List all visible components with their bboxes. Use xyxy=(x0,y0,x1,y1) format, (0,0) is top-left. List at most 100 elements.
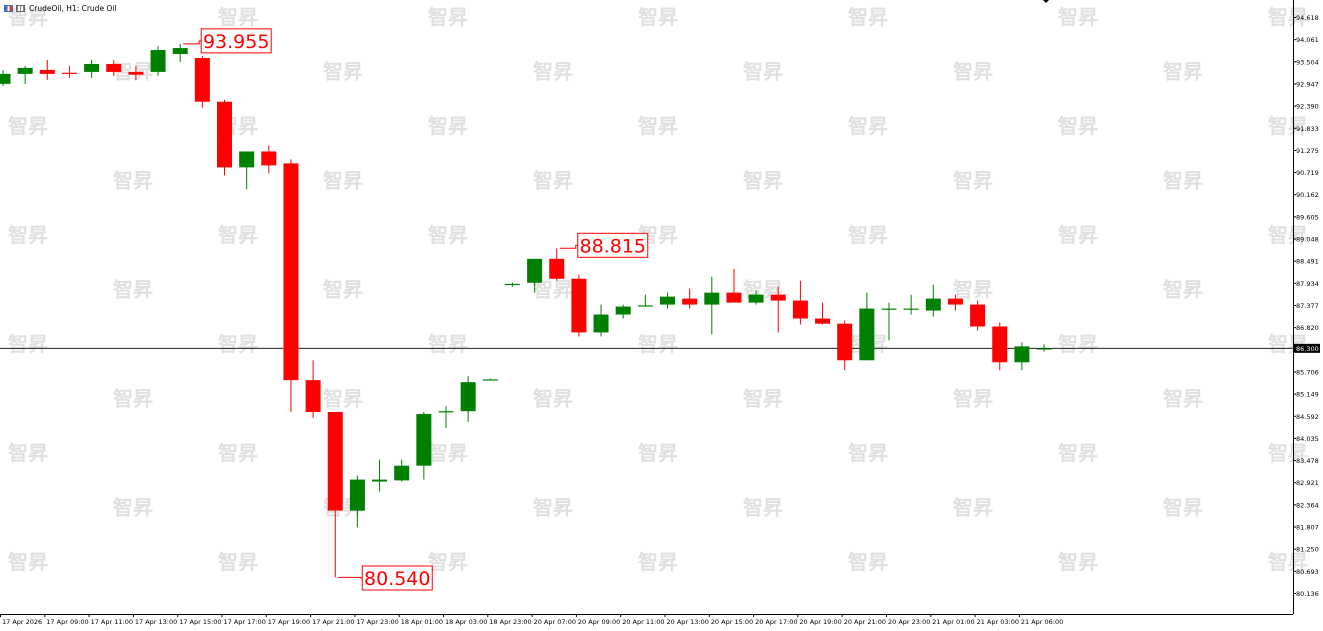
candle-body xyxy=(194,57,210,102)
watermark-text: 智昇 xyxy=(218,5,258,29)
candle-body xyxy=(1014,346,1030,363)
watermark-text: 智昇 xyxy=(533,496,573,520)
watermark-text: 智昇 xyxy=(218,223,258,247)
watermark-text: 智昇 xyxy=(323,278,363,302)
candle-body xyxy=(482,379,498,381)
candle-body xyxy=(615,306,631,315)
annotation-box xyxy=(577,232,649,258)
annotation-label: 93.955 xyxy=(203,31,269,53)
axes xyxy=(0,0,1294,615)
watermark-text: 智昇 xyxy=(1058,223,1098,247)
watermark-text: 智昇 xyxy=(953,387,993,411)
annotation-leader xyxy=(338,576,363,579)
candle-body xyxy=(0,73,11,84)
annotation-box xyxy=(200,28,272,54)
candle-body xyxy=(815,318,831,324)
watermark-text: 智昇 xyxy=(1163,169,1203,193)
price-tick-label: 89.605 xyxy=(1296,213,1319,221)
watermark-text: 智昇 xyxy=(428,441,468,465)
watermark-text: 智昇 xyxy=(1163,278,1203,302)
time-tick-label: 20 Apr 17:00 xyxy=(755,618,797,626)
time-tick-label: 21 Apr 01:00 xyxy=(932,618,974,626)
price-tick-label: 87.377 xyxy=(1296,302,1319,310)
candle-body xyxy=(460,382,476,412)
watermark-text: 智昇 xyxy=(1268,550,1308,574)
watermark-text: 智昇 xyxy=(1268,5,1308,29)
time-tick-label: 17 Apr 23:00 xyxy=(356,618,398,626)
time-tick-label: 20 Apr 19:00 xyxy=(799,618,841,626)
time-tick-label: 20 Apr 11:00 xyxy=(622,618,664,626)
watermark-text: 智昇 xyxy=(743,496,783,520)
chart-title-bar: CrudeOil, H1: Crude Oil xyxy=(4,2,117,14)
annotation-label: 88.815 xyxy=(580,235,646,257)
watermark-text: 智昇 xyxy=(428,550,468,574)
candle-body xyxy=(172,48,188,55)
watermark-text: 智昇 xyxy=(1268,441,1308,465)
price-tick-label: 88.491 xyxy=(1296,258,1319,266)
candle-body xyxy=(504,283,520,286)
candle-body xyxy=(150,50,166,72)
watermark-text: 智昇 xyxy=(1163,496,1203,520)
annotation-leader xyxy=(183,40,202,45)
candle-body xyxy=(881,308,897,310)
time-tick-label: 17 Apr 19:00 xyxy=(268,618,310,626)
candle-body xyxy=(660,296,675,305)
price-tick-label: 92.947 xyxy=(1296,80,1319,88)
watermark-text: 智昇 xyxy=(638,550,678,574)
time-tick-label: 20 Apr 21:00 xyxy=(844,618,886,626)
watermark-text: 智昇 xyxy=(1163,387,1203,411)
candle-body xyxy=(859,308,875,361)
watermark-text: 智昇 xyxy=(323,60,363,84)
watermark-text: 智昇 xyxy=(218,441,258,465)
watermark-text: 智昇 xyxy=(638,332,678,356)
time-tick-label: 20 Apr 23:00 xyxy=(888,618,930,626)
watermark-text: 智昇 xyxy=(533,169,573,193)
watermark-text: 智昇 xyxy=(8,332,48,356)
time-tick-label: 21 Apr 06:00 xyxy=(1021,618,1063,626)
candle-body xyxy=(947,298,963,305)
watermark-text: 智昇 xyxy=(113,496,153,520)
watermark-text: 智昇 xyxy=(428,5,468,29)
candle-body xyxy=(593,314,609,333)
watermark-text: 智昇 xyxy=(743,169,783,193)
price-tick-label: 84.592 xyxy=(1296,413,1319,421)
candle-body xyxy=(637,305,653,307)
watermark-text: 智昇 xyxy=(638,5,678,29)
watermark-text: 智昇 xyxy=(113,169,153,193)
price-tick-label: 85.149 xyxy=(1296,391,1319,399)
candle-body xyxy=(903,308,919,310)
candle-body xyxy=(1036,348,1052,350)
watermark-text: 智昇 xyxy=(638,114,678,138)
watermark-text: 智昇 xyxy=(1058,114,1098,138)
time-axis-labels: 17 Apr 2026 17 Apr 09:00 17 Apr 11:00 17 Ap… xyxy=(0,614,1063,626)
price-tick-label: 82.364 xyxy=(1296,501,1319,509)
price-tick-label: 91.833 xyxy=(1296,125,1319,133)
price-tick-label: 84.035 xyxy=(1296,435,1319,443)
current-price-tag xyxy=(1294,343,1320,353)
time-tick-label: 20 Apr 15:00 xyxy=(711,618,753,626)
price-tick-label: 80.136 xyxy=(1296,590,1319,598)
watermark-text: 智昇 xyxy=(848,223,888,247)
watermark-text: 智昇 xyxy=(743,60,783,84)
current-price-label: 86.300 xyxy=(1296,345,1319,353)
watermark-text: 智昇 xyxy=(218,550,258,574)
price-tick-label: 81.807 xyxy=(1296,524,1319,532)
chart-title: CrudeOil, H1: Crude Oil xyxy=(29,3,117,13)
candle-body xyxy=(84,63,100,72)
symbol-flag-icon xyxy=(4,4,13,12)
candle-body xyxy=(770,294,786,301)
candle-body xyxy=(792,300,808,319)
candle-body xyxy=(217,101,232,168)
time-tick-label: 20 Apr 09:00 xyxy=(578,618,620,626)
candle-body xyxy=(571,278,587,333)
price-tick-label: 90.719 xyxy=(1296,169,1319,177)
watermark-text: 智昇 xyxy=(953,496,993,520)
watermark-text: 智昇 xyxy=(1058,441,1098,465)
candle-body xyxy=(305,380,321,412)
candle-body xyxy=(438,411,454,413)
candle-body xyxy=(39,69,55,74)
watermark-text: 智昇 xyxy=(1058,332,1098,356)
candle-body xyxy=(549,258,565,279)
price-tick-label: 93.504 xyxy=(1296,58,1319,66)
